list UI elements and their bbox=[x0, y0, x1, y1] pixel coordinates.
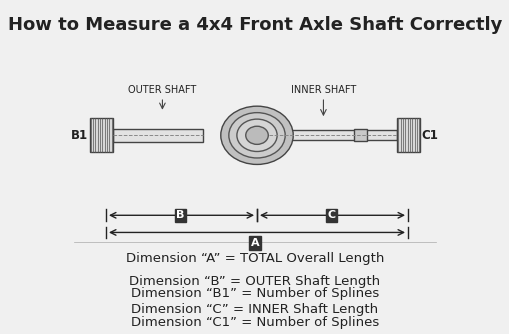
Text: OUTER SHAFT: OUTER SHAFT bbox=[128, 85, 196, 95]
Text: Dimension “C1” = Number of Splines: Dimension “C1” = Number of Splines bbox=[131, 316, 378, 329]
Circle shape bbox=[236, 119, 276, 152]
Bar bbox=[90, 118, 112, 152]
Text: A: A bbox=[250, 238, 259, 248]
Circle shape bbox=[220, 106, 293, 164]
Bar bbox=[397, 118, 419, 152]
Text: B1: B1 bbox=[70, 129, 88, 142]
Text: C: C bbox=[327, 210, 335, 220]
Bar bbox=[353, 130, 366, 141]
Circle shape bbox=[229, 113, 285, 158]
Text: INNER SHAFT: INNER SHAFT bbox=[290, 85, 355, 95]
Text: Dimension “C” = INNER Shaft Length: Dimension “C” = INNER Shaft Length bbox=[131, 303, 378, 316]
Bar bbox=[269, 131, 397, 140]
Bar bbox=[236, 112, 244, 159]
Text: How to Measure a 4x4 Front Axle Shaft Correctly: How to Measure a 4x4 Front Axle Shaft Co… bbox=[8, 16, 501, 34]
Text: Dimension “B” = OUTER Shaft Length: Dimension “B” = OUTER Shaft Length bbox=[129, 275, 380, 288]
Text: Dimension “B1” = Number of Splines: Dimension “B1” = Number of Splines bbox=[131, 288, 378, 301]
Text: C1: C1 bbox=[421, 129, 438, 142]
Text: Dimension “A” = TOTAL Overall Length: Dimension “A” = TOTAL Overall Length bbox=[126, 252, 383, 265]
Bar bbox=[112, 129, 202, 142]
Circle shape bbox=[245, 126, 268, 144]
Text: B: B bbox=[176, 210, 184, 220]
